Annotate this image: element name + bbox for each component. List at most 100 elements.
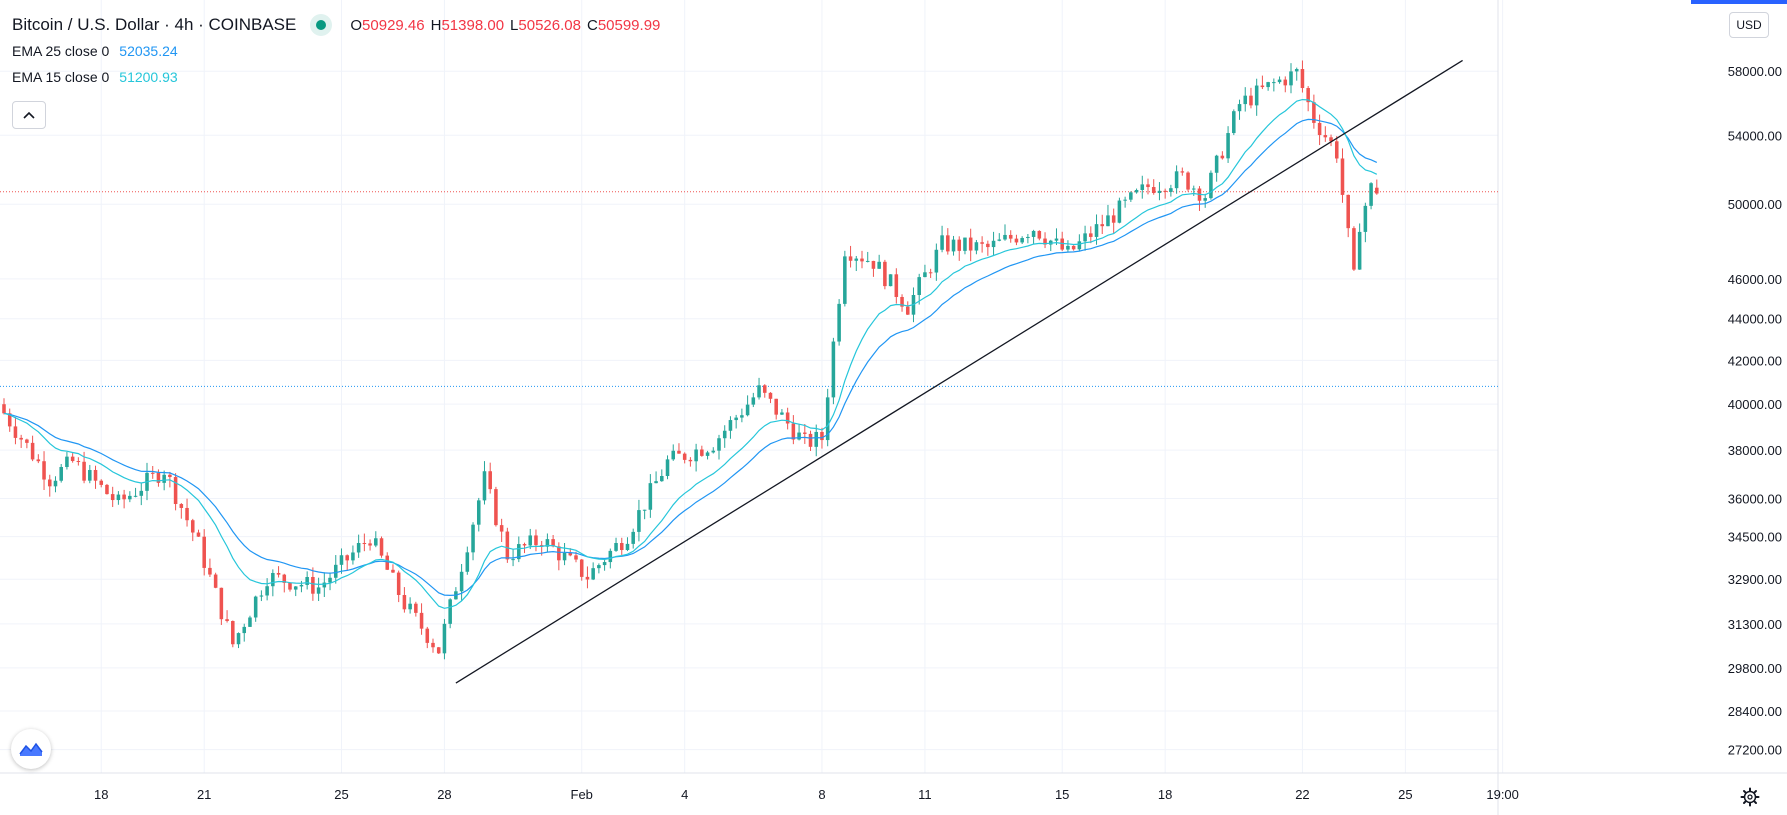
candle <box>173 473 178 511</box>
candle-body <box>248 617 252 627</box>
candle <box>688 457 693 467</box>
price-axis[interactable]: 27200.00 28400.00 29800.00 31300.00 32900.00… <box>1728 64 1782 757</box>
candle-body <box>877 261 881 269</box>
candle <box>625 537 630 552</box>
candle-body <box>1340 158 1345 195</box>
candle-body <box>1243 95 1248 105</box>
candle <box>185 498 189 527</box>
candle <box>1180 167 1185 176</box>
candle <box>865 251 870 263</box>
candle-body <box>173 477 178 505</box>
candle <box>837 299 841 346</box>
candle-body <box>986 243 990 248</box>
candle <box>505 527 510 563</box>
time-tick-label: 15 <box>1055 787 1069 802</box>
candle <box>1329 134 1333 147</box>
ohlc-high-value: 51398.00 <box>441 16 505 34</box>
candle-body <box>30 442 35 460</box>
candle-body <box>522 544 527 546</box>
candle-body <box>1209 172 1213 199</box>
ohlc-low-key: L <box>510 16 519 34</box>
trendline-drawing[interactable] <box>455 59 1463 684</box>
candle-body <box>865 260 870 262</box>
candle <box>208 558 212 578</box>
candle <box>848 245 853 268</box>
candle-body <box>122 494 126 500</box>
candle-body <box>59 467 63 481</box>
candle <box>843 250 847 307</box>
candle <box>1294 67 1299 81</box>
candle <box>1151 179 1156 195</box>
candle <box>488 462 492 494</box>
candle <box>288 582 292 592</box>
candle-body <box>1254 85 1259 106</box>
candle-body <box>963 237 967 251</box>
candle <box>99 479 104 488</box>
market-status-icon[interactable] <box>310 14 333 36</box>
candle-body <box>551 539 555 547</box>
chart-settings-button[interactable] <box>1737 784 1763 810</box>
candle <box>1357 223 1362 270</box>
candle-body <box>316 587 321 594</box>
candle <box>1232 109 1236 136</box>
candle-body <box>1289 71 1293 86</box>
symbol-title[interactable]: Bitcoin / U.S. Dollar · 4h · COINBASE <box>12 15 297 34</box>
candle <box>316 577 321 602</box>
candle-body <box>1140 184 1145 190</box>
candle <box>333 555 338 584</box>
candle-body <box>150 472 155 474</box>
candle-body <box>36 459 41 462</box>
candle-body <box>803 432 807 434</box>
time-axis[interactable]: 18 21 25 28 Feb 4 8 11 15 18 22 25 19:00 <box>94 787 1519 802</box>
candle-body <box>1272 82 1276 84</box>
candle <box>1031 229 1036 245</box>
currency-button[interactable]: USD <box>1729 12 1769 38</box>
candle <box>534 529 538 552</box>
candle <box>660 469 664 482</box>
candle-body <box>1214 155 1219 173</box>
candle-body <box>900 296 904 307</box>
candle-body <box>654 481 658 484</box>
candle <box>305 571 309 590</box>
candle <box>1043 232 1047 249</box>
candle <box>88 464 92 484</box>
candle <box>648 474 653 518</box>
candle-body <box>76 461 81 463</box>
tradingview-logo-icon <box>19 742 43 756</box>
indicator-ema15-row[interactable]: EMA 15 close 0 51200.93 <box>12 64 666 90</box>
candle-body <box>505 531 510 560</box>
candle <box>379 536 384 558</box>
price-tick-label: 27200.00 <box>1728 743 1782 758</box>
candle <box>1352 226 1356 271</box>
price-tick-label: 38000.00 <box>1728 443 1782 458</box>
candle <box>25 438 29 449</box>
candle <box>1312 94 1316 129</box>
candle-body <box>1083 233 1087 242</box>
candle-body <box>814 431 819 447</box>
candle <box>128 491 132 503</box>
candle <box>465 546 470 575</box>
candle-body <box>202 536 206 568</box>
candle-body <box>762 385 767 393</box>
candle-body <box>431 642 435 648</box>
candle <box>980 236 984 253</box>
candle <box>1283 76 1288 93</box>
time-tick-label: 19:00 <box>1486 787 1519 802</box>
candle-body <box>991 240 996 248</box>
candle-body <box>1369 183 1373 206</box>
candle-body <box>637 510 641 532</box>
collapse-legend-button[interactable] <box>12 101 46 129</box>
candle-body <box>820 431 824 441</box>
indicator-ema25-row[interactable]: EMA 25 close 0 52035.24 <box>12 38 666 64</box>
candle-body <box>682 453 687 460</box>
tradingview-logo-button[interactable] <box>11 729 51 769</box>
candle-body <box>557 546 561 561</box>
candle <box>1048 239 1053 252</box>
candle-body <box>614 543 618 551</box>
candle-body <box>362 542 367 544</box>
candle <box>677 443 681 454</box>
candle <box>1340 148 1345 203</box>
candle <box>425 626 430 649</box>
